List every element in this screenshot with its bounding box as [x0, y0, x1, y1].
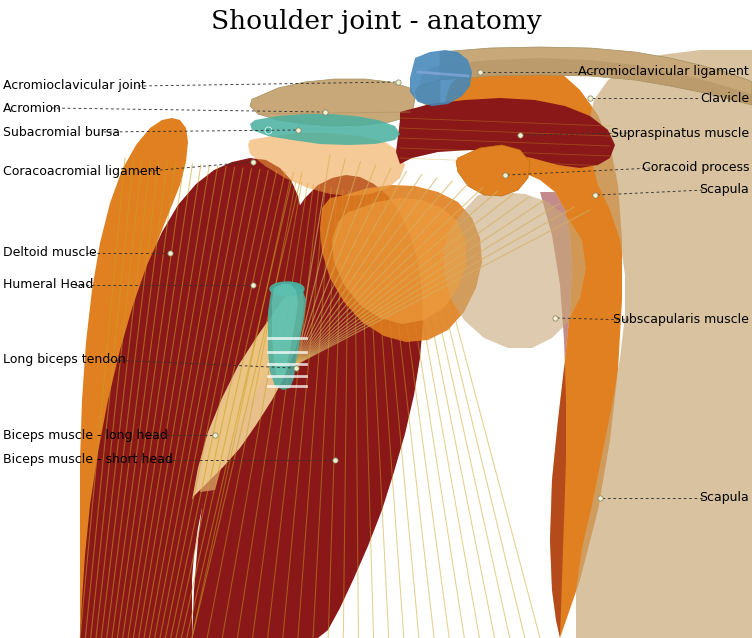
Polygon shape [192, 175, 423, 638]
Polygon shape [332, 198, 466, 324]
Polygon shape [415, 47, 752, 108]
Polygon shape [576, 50, 752, 638]
Ellipse shape [270, 282, 304, 296]
Text: Scapula: Scapula [699, 491, 749, 505]
Text: Long biceps tendon: Long biceps tendon [3, 353, 126, 366]
Polygon shape [444, 192, 586, 348]
Polygon shape [445, 58, 622, 638]
Text: Acromioclavicular ligament: Acromioclavicular ligament [578, 66, 749, 78]
Polygon shape [420, 58, 752, 105]
Text: Humeral Head: Humeral Head [3, 279, 93, 292]
Text: Coracoacromial ligament: Coracoacromial ligament [3, 165, 160, 179]
Polygon shape [192, 285, 304, 500]
Polygon shape [200, 292, 300, 492]
Polygon shape [396, 98, 615, 168]
Text: Subscapularis muscle: Subscapularis muscle [613, 313, 749, 327]
Text: Biceps muscle - long head: Biceps muscle - long head [3, 429, 168, 441]
Text: Clavicle: Clavicle [700, 91, 749, 105]
Text: Coracoid process: Coracoid process [641, 161, 749, 175]
Text: Deltoid muscle: Deltoid muscle [3, 246, 96, 260]
Polygon shape [540, 192, 572, 638]
Polygon shape [268, 282, 306, 390]
Text: Biceps muscle - short head: Biceps muscle - short head [3, 454, 173, 466]
Polygon shape [250, 114, 400, 145]
Text: Acromion: Acromion [3, 101, 62, 114]
Text: Scapula: Scapula [699, 184, 749, 197]
Polygon shape [456, 145, 530, 196]
Text: Shoulder joint - anatomy: Shoulder joint - anatomy [211, 10, 541, 34]
Text: Subacromial bursa: Subacromial bursa [3, 126, 120, 138]
Polygon shape [80, 158, 302, 638]
Text: Acromioclavicular joint: Acromioclavicular joint [3, 80, 146, 93]
Polygon shape [250, 79, 415, 126]
Text: Supraspinatus muscle: Supraspinatus muscle [611, 126, 749, 140]
Polygon shape [410, 50, 472, 106]
Polygon shape [320, 185, 482, 342]
Polygon shape [80, 118, 188, 638]
Polygon shape [248, 133, 405, 196]
Polygon shape [272, 284, 298, 378]
